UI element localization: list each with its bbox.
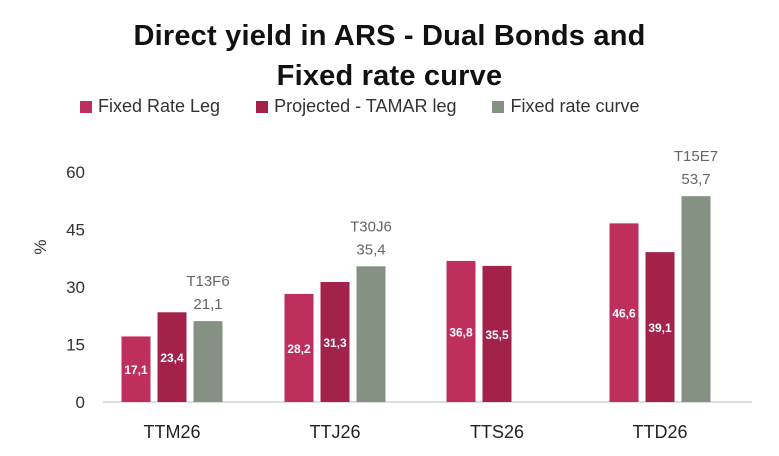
data-label: 35,4: [356, 241, 385, 258]
bond-ticker-label: T30J6: [350, 218, 392, 235]
data-label: 35,5: [485, 328, 509, 342]
x-tick-label: TTS26: [470, 422, 524, 442]
x-tick-label: TTM26: [143, 422, 200, 442]
data-label: 31,3: [323, 336, 347, 350]
data-label: 28,2: [287, 342, 311, 356]
data-label: 36,8: [449, 325, 473, 339]
bar: [645, 252, 675, 402]
y-tick-label: 60: [66, 163, 85, 182]
bar: [121, 336, 151, 402]
bar: [356, 266, 386, 402]
legend-swatch: [256, 100, 269, 113]
legend-item-fixed-rate-curve: Fixed rate curve: [492, 96, 640, 117]
bar: [193, 321, 223, 402]
data-label: 21,1: [193, 296, 222, 313]
bar: [446, 260, 476, 402]
bond-ticker-label: T13F6: [186, 273, 229, 290]
y-tick-label: 45: [66, 221, 85, 240]
bar: [609, 223, 639, 402]
bar: [284, 293, 314, 402]
data-label: 23,4: [160, 351, 184, 365]
x-tick-label: TTD26: [632, 422, 687, 442]
bar: [320, 282, 350, 402]
bar: [157, 312, 187, 402]
x-tick-label: TTJ26: [309, 422, 360, 442]
data-label: 46,6: [612, 307, 636, 321]
data-label: 39,1: [648, 321, 672, 335]
chart-title-line-1: Direct yield in ARS - Dual Bonds and: [133, 20, 646, 52]
y-tick-label: 15: [66, 336, 85, 355]
chart-title-line-2: Fixed rate curve: [276, 60, 503, 92]
data-label: 17,1: [124, 363, 148, 377]
bond-ticker-label: T15E7: [674, 148, 718, 165]
legend-swatch: [80, 100, 92, 113]
legend-label: Fixed rate curve: [510, 96, 640, 116]
legend-item-fixed-rate-leg: Fixed Rate Leg: [80, 96, 220, 117]
y-tick-label: 0: [76, 393, 85, 412]
data-label: 53,7: [681, 171, 710, 188]
legend-label: Fixed Rate Leg: [98, 96, 221, 116]
chart-legend: Fixed Rate Leg Projected - TAMAR leg Fix…: [80, 96, 640, 117]
legend-item-projected-tamar-leg: Projected - TAMAR leg: [256, 96, 456, 117]
y-tick-label: 30: [66, 278, 85, 297]
legend-swatch: [492, 100, 505, 113]
bar: [681, 196, 711, 402]
legend-label: Projected - TAMAR leg: [274, 96, 457, 116]
bar: [482, 265, 512, 402]
y-axis-label: %: [31, 239, 50, 254]
